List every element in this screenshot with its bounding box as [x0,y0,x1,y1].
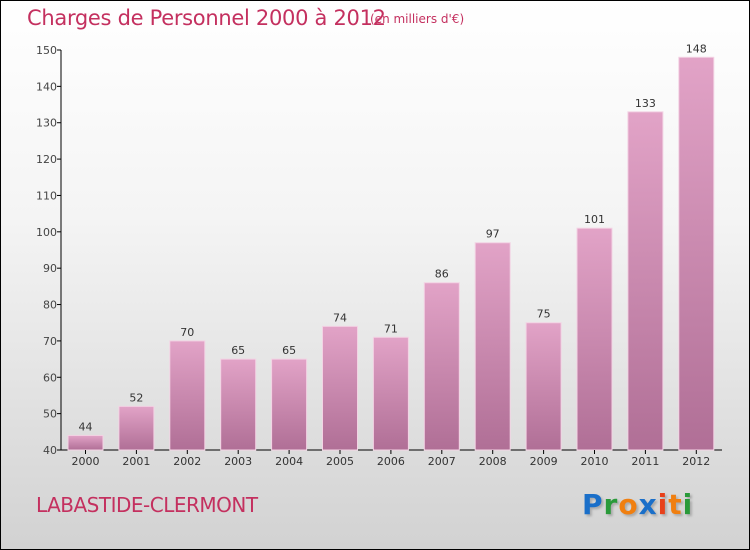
y-tick-label: 40 [43,444,57,457]
logo-letter: t [668,488,683,521]
data-label: 133 [635,97,656,110]
data-label: 75 [537,308,551,321]
bar-2009 [525,322,562,451]
x-tick-label: 2006 [377,455,405,468]
y-tick-label: 150 [36,44,57,57]
x-tick-label: 2003 [224,455,252,468]
x-tick-label: 2011 [631,455,659,468]
data-label: 52 [129,391,143,404]
data-label: 101 [584,213,605,226]
logo-letter: i [657,488,669,521]
city-name: LABASTIDE-CLERMONT [36,493,258,517]
logo-letter: o [618,488,639,521]
bar-2004 [271,358,308,451]
y-tick-label: 90 [43,262,57,275]
logo-letter: i [682,488,694,521]
x-tick-label: 2010 [581,455,609,468]
bar-2006 [372,336,409,451]
bar-2001 [118,405,155,451]
x-tick-label: 2005 [326,455,354,468]
data-label: 86 [435,268,449,281]
logo-letter: P [582,488,604,521]
x-tick-label: 2000 [72,455,100,468]
data-label: 44 [79,420,93,433]
bar-2011 [627,111,664,451]
y-tick-label: 70 [43,335,57,348]
y-tick-label: 110 [36,189,57,202]
bar-2003 [220,358,257,451]
y-tick-label: 50 [43,408,57,421]
x-tick-label: 2001 [122,455,150,468]
x-tick-label: 2007 [428,455,456,468]
y-tick-label: 130 [36,117,57,130]
bar-2008 [474,242,511,451]
logo-letter: r [603,488,619,521]
x-tick-label: 2004 [275,455,303,468]
x-tick-label: 2012 [682,455,710,468]
data-label: 97 [486,228,500,241]
x-tick-label: 2002 [173,455,201,468]
chart-title: Charges de Personnel 2000 à 2012 [27,6,386,30]
bar-2000 [67,434,104,451]
logo-letter: x [638,488,658,521]
y-tick-label: 100 [36,226,57,239]
y-tick-label: 120 [36,153,57,166]
bar-2002 [169,340,206,451]
y-tick-label: 140 [36,80,57,93]
x-tick-label: 2008 [479,455,507,468]
bar-2005 [322,325,358,451]
data-label: 65 [282,344,296,357]
bar-2012 [678,56,715,451]
y-tick-label: 60 [43,371,57,384]
bar-2010 [576,227,613,451]
chart-subtitle: (en milliers d'€) [370,12,465,26]
proxiti-logo: Proxiti [582,488,693,521]
data-label: 65 [231,344,245,357]
x-tick-label: 2009 [530,455,558,468]
y-tick-label: 80 [43,299,57,312]
data-label: 74 [333,311,347,324]
data-label: 148 [686,42,707,55]
bar-2007 [423,282,460,451]
data-label: 70 [180,326,194,339]
data-label: 71 [384,322,398,335]
